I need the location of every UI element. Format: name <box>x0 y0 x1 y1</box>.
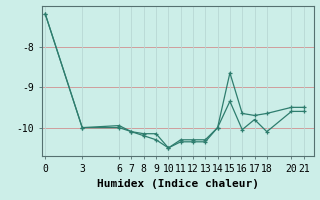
X-axis label: Humidex (Indice chaleur): Humidex (Indice chaleur) <box>97 179 259 189</box>
